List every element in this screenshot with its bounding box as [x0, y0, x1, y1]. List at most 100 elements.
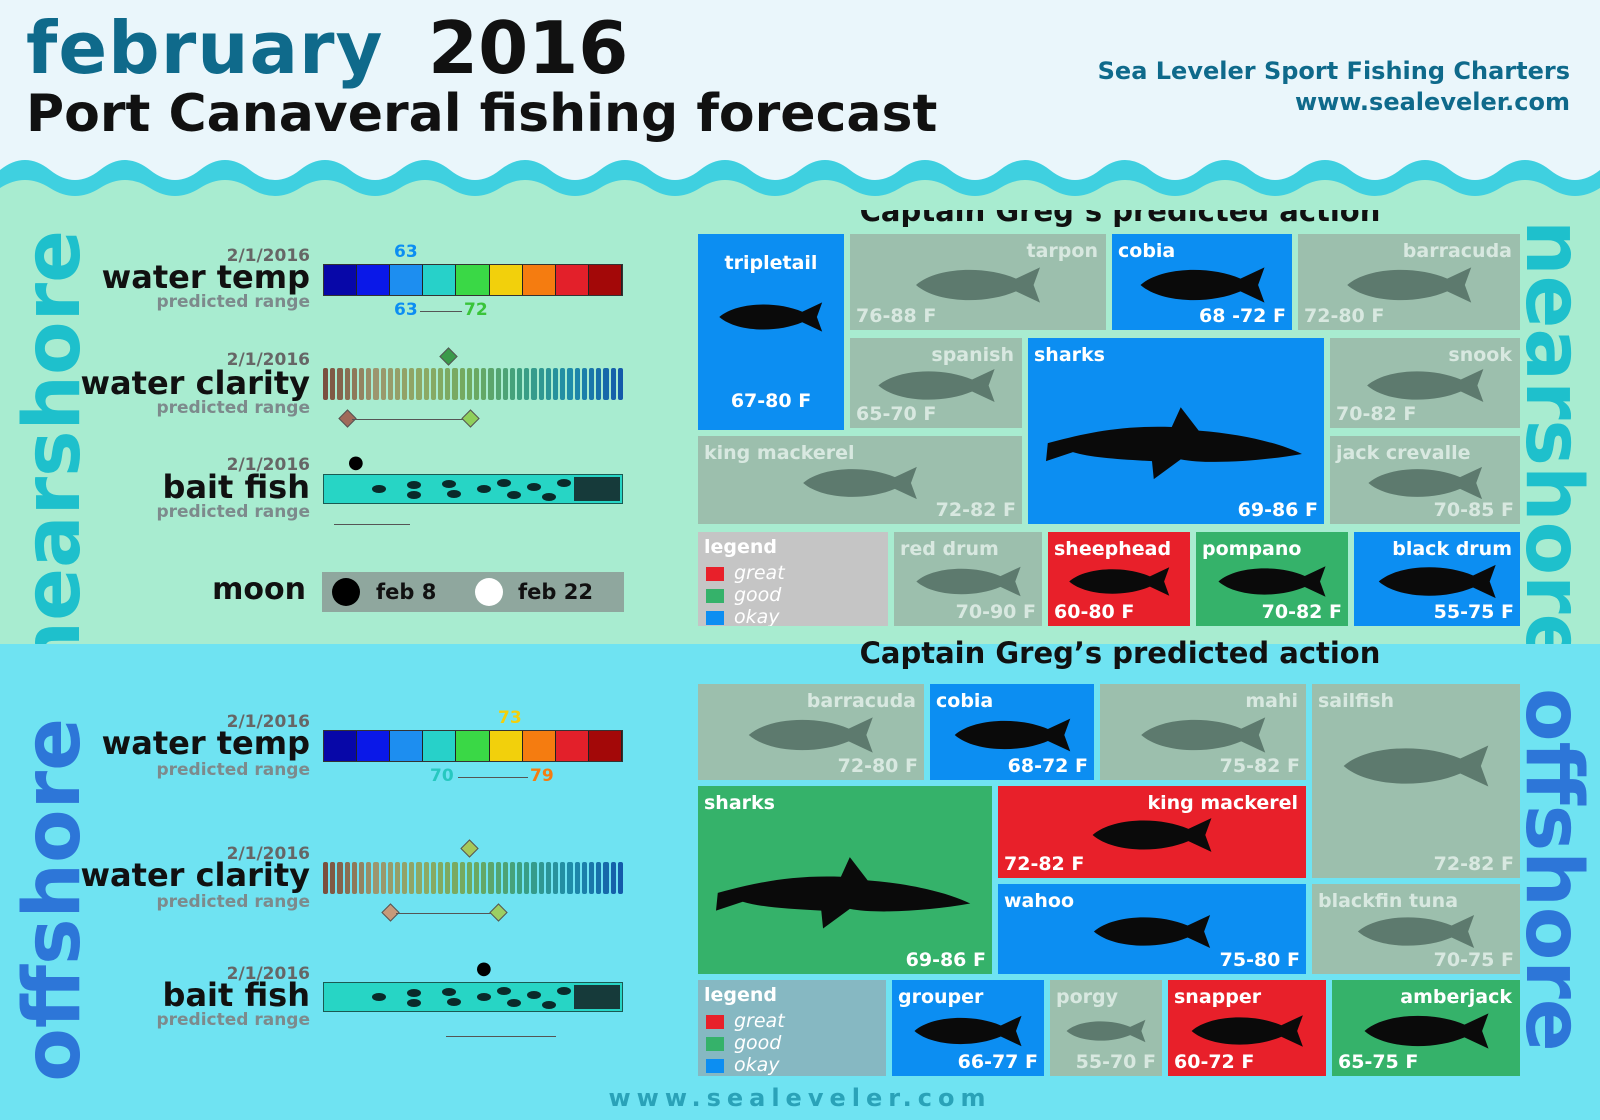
- snook-fish-icon: [1366, 369, 1484, 403]
- species-temp-range: 55-75 F: [1433, 601, 1514, 623]
- offshore-tile-blackfin-tuna: blackfin tuna 70-75 F: [1312, 884, 1520, 974]
- clarity-stripe: [323, 368, 329, 400]
- clarity-stripe: [509, 368, 516, 400]
- ns-temp-value: 63: [394, 242, 418, 262]
- legend-okay: okay: [706, 606, 780, 626]
- species-temp-range: 72-80 F: [1304, 305, 1385, 327]
- ns-temp-sub: predicted range: [156, 292, 310, 312]
- clarity-stripe: [402, 862, 408, 894]
- bait-school-icon: [372, 985, 620, 1009]
- spanish-fish-icon: [877, 369, 995, 403]
- clarity-stripe: [337, 368, 343, 400]
- ns-bait-sub: predicted range: [156, 502, 310, 522]
- os-temp-range-line: [458, 777, 528, 778]
- nearshore-tile-spanish: spanish 65-70 F: [850, 338, 1022, 428]
- clarity-stripe: [481, 862, 487, 894]
- clarity-stripe: [603, 368, 609, 400]
- new-moon-date: feb 8: [376, 580, 437, 604]
- offshore-tile-mahi: mahi 75-82 F: [1100, 684, 1306, 780]
- clarity-stripe: [545, 368, 551, 400]
- species-name: king mackerel: [704, 442, 855, 464]
- offshore-tile-porgy: porgy 55-70 F: [1050, 980, 1162, 1076]
- clarity-stripe: [351, 862, 357, 894]
- clarity-stripe: [438, 368, 444, 400]
- clarity-stripe: [560, 368, 566, 400]
- footer-website[interactable]: www.sealeveler.com: [608, 1084, 992, 1112]
- os-clarity-date: 2/1/2016: [226, 844, 310, 864]
- clarity-stripe: [603, 862, 609, 894]
- species-temp-range: 72-82 F: [1004, 853, 1085, 875]
- species-name: snook: [1448, 344, 1512, 366]
- company-website[interactable]: www.sealeveler.com: [1294, 88, 1570, 116]
- ns-clarity-sub: predicted range: [156, 398, 310, 418]
- clarity-stripe: [517, 862, 523, 894]
- offshore-section: offshore offshore 2/1/2016 water temp pr…: [0, 636, 1600, 1120]
- legend-good: good: [706, 584, 781, 606]
- nearshore-tile-king-mackerel: king mackerel 72-82 F: [698, 436, 1022, 524]
- legend-title: legend: [704, 536, 778, 558]
- clarity-stripe: [409, 368, 415, 400]
- os-clarity-scale: [323, 862, 623, 894]
- clarity-stripe: [517, 368, 523, 400]
- clarity-stripe: [488, 368, 494, 400]
- nearshore-tile-sheephead: sheephead 60-80 F: [1048, 532, 1190, 626]
- ns-bait-scale: [323, 474, 623, 504]
- king-mackerel-fish-icon: [803, 466, 917, 499]
- clarity-stripe: [459, 368, 465, 400]
- wave-border: [0, 160, 1600, 210]
- clarity-stripe: [553, 368, 559, 400]
- clarity-stripe: [596, 368, 602, 400]
- clarity-stripe: [380, 862, 386, 894]
- species-name: blackfin tuna: [1318, 890, 1459, 912]
- species-temp-range: 67-80 F: [730, 390, 812, 412]
- species-temp-range: 70-82 F: [1261, 601, 1342, 623]
- ns-clarity-label: water clarity: [80, 364, 310, 402]
- species-name: cobia: [1118, 240, 1176, 262]
- ns-temp-range-line: [420, 311, 462, 312]
- species-name: barracuda: [806, 690, 916, 712]
- clarity-stripe: [531, 368, 537, 400]
- cobia-fish-icon: [954, 718, 1070, 752]
- os-temp-sub: predicted range: [156, 760, 310, 780]
- species-temp-range: 60-72 F: [1174, 1051, 1255, 1073]
- clarity-stripe: [509, 862, 516, 894]
- clarity-stripe: [344, 862, 350, 894]
- nearshore-tile-black-drum: black drum 55-75 F: [1354, 532, 1520, 626]
- offshore-tile-sailfish: sailfish 72-82 F: [1312, 684, 1520, 878]
- clarity-stripe: [495, 368, 501, 400]
- os-bait-sub: predicted range: [156, 1010, 310, 1030]
- new-moon-icon: [332, 578, 360, 606]
- os-bait-range-line: [446, 1036, 556, 1037]
- clarity-stripe: [445, 862, 451, 894]
- forecast-year: 2016: [428, 6, 629, 90]
- clarity-stripe: [531, 862, 537, 894]
- species-name: porgy: [1056, 986, 1119, 1008]
- clarity-stripe: [366, 368, 372, 400]
- ns-bait-marker-icon: ●: [348, 452, 364, 473]
- clarity-stripe: [596, 862, 602, 894]
- sailfish-fish-icon: [1343, 745, 1489, 787]
- tripletail-fish-icon: [719, 302, 823, 332]
- sharks-fish-icon: [715, 856, 970, 929]
- clarity-stripe: [488, 862, 494, 894]
- species-temp-range: 68-72 F: [1007, 755, 1088, 777]
- offshore-heading: Captain Greg’s predicted action: [859, 636, 1381, 670]
- species-name: spanish: [931, 344, 1014, 366]
- species-temp-range: 70-82 F: [1336, 403, 1417, 425]
- clarity-stripe: [358, 862, 365, 894]
- legend-good-label: good: [734, 1032, 782, 1054]
- nearshore-tile-jack-crevalle: jack crevalle 70-85 F: [1330, 436, 1520, 524]
- clarity-stripe: [617, 862, 623, 894]
- os-temp-value: 73: [498, 708, 522, 728]
- tarpon-fish-icon: [916, 267, 1040, 303]
- species-temp-range: 70-90 F: [955, 601, 1036, 623]
- legend-okay-label: okay: [734, 1054, 780, 1076]
- nearshore-legend: legend great good okay: [698, 532, 888, 626]
- os-bait-label: bait fish: [162, 976, 310, 1014]
- species-name: tarpon: [1026, 240, 1098, 262]
- species-temp-range: 65-70 F: [856, 403, 937, 425]
- clarity-stripe: [617, 368, 623, 400]
- species-temp-range: 70-75 F: [1433, 949, 1514, 971]
- clarity-stripe: [373, 368, 379, 400]
- species-name: grouper: [898, 986, 984, 1008]
